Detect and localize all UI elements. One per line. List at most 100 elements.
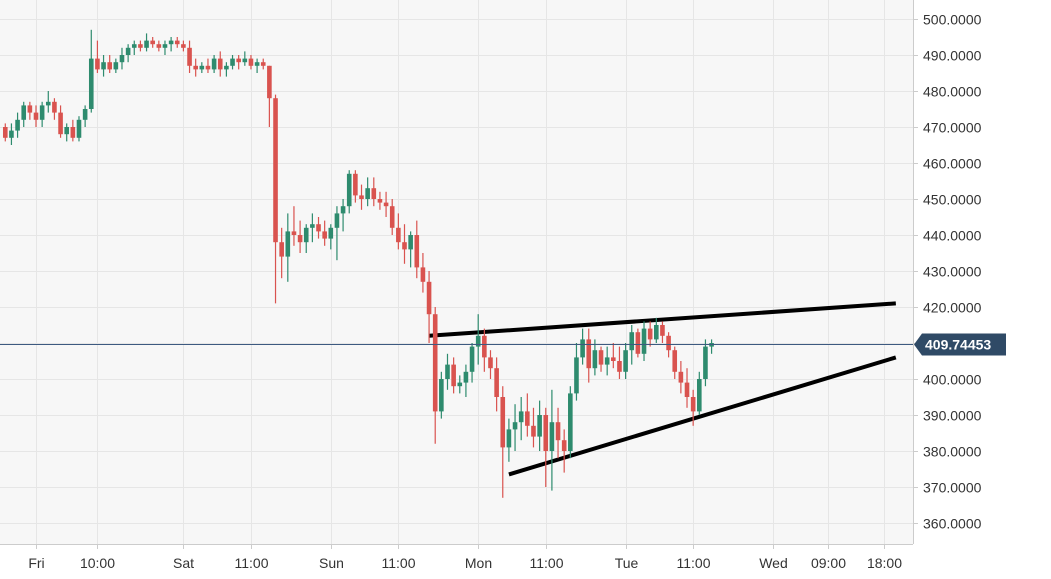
candle xyxy=(224,62,229,77)
x-tick-label: 11:00 xyxy=(235,555,269,571)
candle xyxy=(187,40,192,73)
candle xyxy=(518,397,524,441)
candle-body xyxy=(303,227,309,243)
y-tick-label: 380.0000 xyxy=(923,444,982,460)
candle xyxy=(592,339,598,376)
x-tick-label: Fri xyxy=(28,555,44,571)
candle-body xyxy=(537,415,542,437)
candle-body xyxy=(660,325,665,336)
candle xyxy=(285,213,291,282)
candle-body xyxy=(604,357,610,365)
candle-body xyxy=(27,105,33,113)
candle xyxy=(119,47,125,70)
candle-body xyxy=(150,40,155,45)
candle-body xyxy=(377,199,383,203)
candle xyxy=(254,58,260,73)
candle-body xyxy=(95,58,100,70)
candle-body xyxy=(598,350,604,365)
y-tick-label: 480.0000 xyxy=(923,84,982,100)
candle xyxy=(623,343,628,379)
candle-body xyxy=(684,382,690,397)
candle-body xyxy=(654,325,659,340)
candle-body xyxy=(629,332,635,351)
candle-body xyxy=(310,224,315,228)
candle-body xyxy=(45,101,51,106)
candle xyxy=(52,98,57,120)
candle xyxy=(45,91,51,113)
candle xyxy=(181,40,186,52)
candle xyxy=(242,51,248,66)
candle-body xyxy=(672,350,678,372)
candle xyxy=(445,353,450,390)
candle xyxy=(217,51,223,77)
candle-body xyxy=(402,242,407,250)
candle xyxy=(70,119,76,142)
candle xyxy=(131,40,137,55)
candle-body xyxy=(131,44,137,48)
candle-body xyxy=(217,58,223,70)
candle xyxy=(359,184,364,210)
candle xyxy=(451,357,456,394)
grid-lines xyxy=(0,0,913,544)
x-tick-label: Sat xyxy=(173,555,194,571)
candle-body xyxy=(482,335,487,358)
candle xyxy=(371,177,377,207)
candle-body xyxy=(58,112,63,135)
candle xyxy=(248,55,254,70)
x-tick-label: 10:00 xyxy=(80,555,115,571)
candle-body xyxy=(168,40,174,45)
candle xyxy=(580,328,585,365)
x-tick-label: Tue xyxy=(615,555,639,571)
candle-body xyxy=(396,227,401,243)
candle xyxy=(107,55,113,73)
candle-body xyxy=(469,346,475,372)
candle-body xyxy=(531,425,536,437)
x-tick-label: 18:00 xyxy=(867,555,902,571)
candle-body xyxy=(273,98,278,243)
candle-body xyxy=(2,127,8,138)
candle xyxy=(267,65,272,127)
candle xyxy=(230,55,235,70)
candle xyxy=(549,389,555,491)
candle-body xyxy=(543,415,549,451)
candle-body xyxy=(181,44,186,48)
candle xyxy=(168,37,174,52)
candle xyxy=(537,400,542,451)
candle-body xyxy=(346,173,352,207)
candle xyxy=(604,346,610,376)
candle-body xyxy=(107,62,113,70)
candle-body xyxy=(506,429,512,448)
candle xyxy=(383,191,389,217)
candle xyxy=(586,328,592,383)
candle xyxy=(95,40,100,73)
candle-body xyxy=(248,58,254,66)
candle-body xyxy=(359,195,364,199)
candle-body xyxy=(340,206,346,214)
candle xyxy=(310,213,315,243)
x-tick-label: 11:00 xyxy=(382,555,416,571)
candle-body xyxy=(414,235,420,268)
candle xyxy=(512,404,518,451)
candle xyxy=(555,407,561,459)
candle-body xyxy=(580,339,585,358)
y-tick-label: 450.0000 xyxy=(923,192,982,208)
candle-body xyxy=(156,44,162,48)
candle-body xyxy=(586,339,592,369)
x-axis-ticks: Fri 10:00 Sat 11:00 Sun 11:00 Mon 11:00 Tue 11:00… xyxy=(28,544,902,571)
candle-body xyxy=(463,371,469,383)
candle xyxy=(525,393,530,437)
candle-body xyxy=(488,357,493,369)
candle-body xyxy=(568,393,573,451)
candle-body xyxy=(224,65,229,70)
y-tick-label: 430.0000 xyxy=(923,264,982,280)
candle xyxy=(328,224,334,250)
candle-body xyxy=(242,58,248,63)
candle xyxy=(494,357,499,412)
candle xyxy=(297,220,303,253)
candle xyxy=(291,206,297,246)
candle-body xyxy=(500,397,506,448)
candle xyxy=(696,371,702,415)
candle xyxy=(334,206,340,261)
candle xyxy=(408,231,413,268)
candle xyxy=(205,58,211,73)
